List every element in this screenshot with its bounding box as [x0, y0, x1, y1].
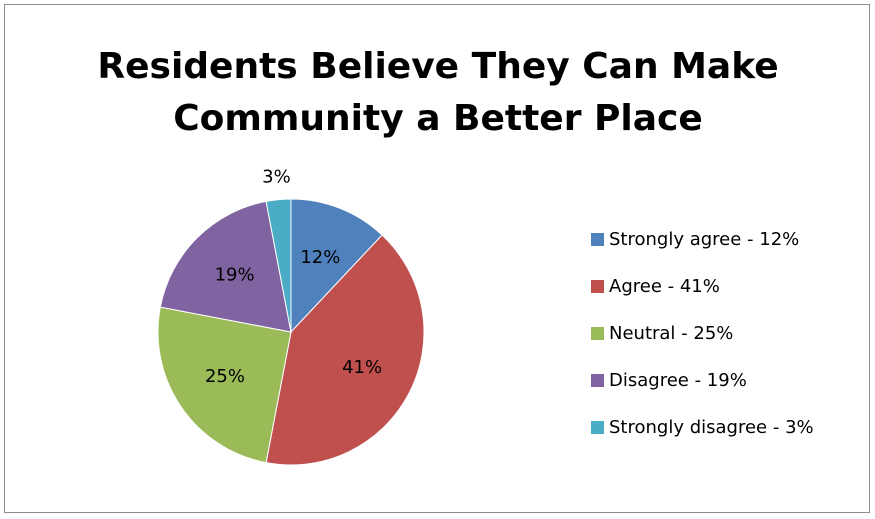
- data-label-disagree: 19%: [215, 265, 255, 286]
- legend: Strongly agree - 12% Agree - 41% Neutral…: [591, 227, 814, 462]
- legend-item-strongly-agree: Strongly agree - 12%: [591, 227, 814, 251]
- legend-swatch-disagree: [591, 373, 604, 387]
- data-label-agree: 41%: [342, 357, 382, 378]
- legend-label-strongly-agree: Strongly agree - 12%: [609, 228, 800, 250]
- data-label-strongly-disagree: 3%: [262, 167, 291, 188]
- legend-swatch-agree: [591, 279, 604, 293]
- pie-data-labels: 12% 41% 25% 19% 3%: [205, 167, 382, 387]
- pie-slice-strongly-agree: [290, 198, 383, 334]
- pie-slice-neutral: [157, 306, 292, 464]
- legend-item-agree: Agree - 41%: [591, 274, 814, 298]
- chart-area: Residents Believe They Can Make Communit…: [4, 4, 870, 513]
- legend-label-strongly-disagree: Strongly disagree - 3%: [609, 416, 814, 438]
- pie-slice-strongly-disagree: [265, 198, 292, 333]
- data-label-neutral: 25%: [205, 366, 245, 387]
- legend-item-strongly-disagree: Strongly disagree - 3%: [591, 415, 814, 439]
- legend-item-disagree: Disagree - 19%: [591, 368, 814, 392]
- legend-item-neutral: Neutral - 25%: [591, 321, 814, 345]
- legend-swatch-neutral: [591, 326, 604, 340]
- pie-chart: 12% 41% 25% 19% 3%: [157, 167, 425, 466]
- pie-slice-disagree: [159, 200, 292, 333]
- pie-slice-agree: [265, 234, 425, 466]
- pie-slices: [157, 198, 425, 466]
- legend-swatch-strongly-disagree: [591, 420, 604, 434]
- legend-label-disagree: Disagree - 19%: [609, 369, 747, 391]
- chart-title-line-1: Residents Believe They Can Make: [97, 46, 779, 87]
- chart-title-line-2: Community a Better Place: [173, 98, 703, 139]
- legend-label-neutral: Neutral - 25%: [609, 322, 734, 344]
- data-label-strongly-agree: 12%: [300, 247, 340, 268]
- legend-swatch-strongly-agree: [591, 232, 604, 246]
- legend-label-agree: Agree - 41%: [609, 275, 720, 297]
- chart-title: Residents Believe They Can Make Communit…: [5, 41, 871, 145]
